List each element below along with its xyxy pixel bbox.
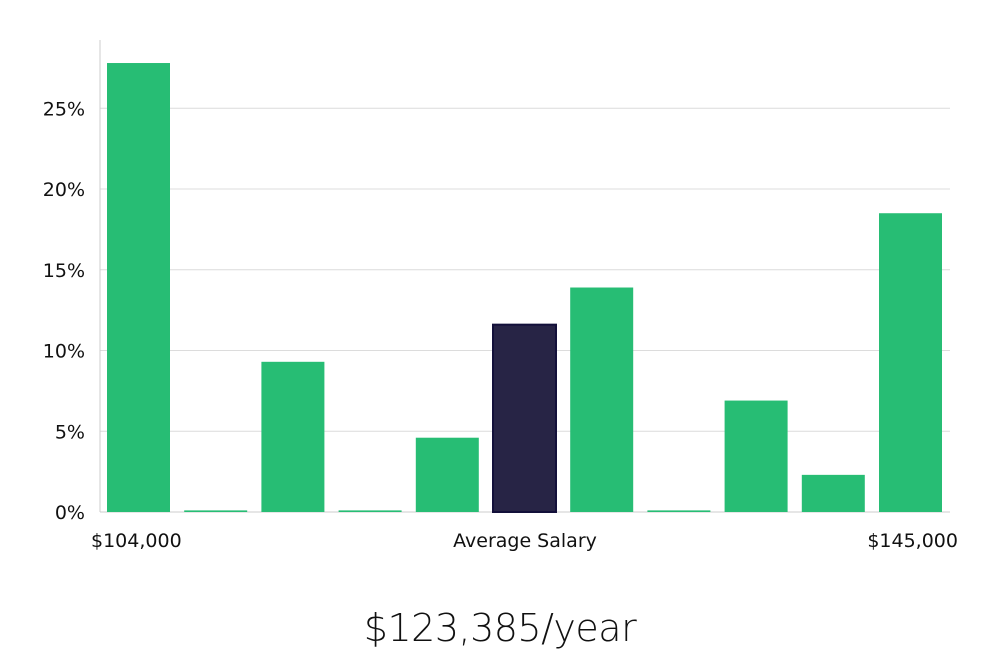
x-max-label: $145,000: [867, 530, 958, 552]
bars: [107, 63, 942, 513]
bar: [570, 287, 634, 512]
y-tick-label: 20%: [43, 179, 85, 201]
salary-distribution-chart: 0% 5% 10% 15% 20% 25% $104,000 Average Salary…: [43, 40, 958, 552]
y-tick-label: 10%: [43, 341, 85, 363]
y-tick-label: 5%: [55, 421, 85, 443]
bar: [338, 510, 402, 512]
gridlines: [100, 107, 950, 432]
bar: [184, 510, 248, 512]
y-tick-label: 0%: [55, 502, 85, 524]
bar: [879, 213, 942, 512]
bar: [724, 400, 788, 512]
bar: [107, 63, 170, 512]
bar: [801, 474, 865, 512]
average-salary-value: $123,385/year: [363, 606, 637, 650]
x-min-label: $104,000: [91, 530, 182, 552]
y-tick-label: 25%: [43, 98, 85, 120]
bar: [261, 361, 325, 512]
bar-average-salary: [492, 323, 557, 513]
bar: [415, 437, 479, 512]
y-axis-ticks: 0% 5% 10% 15% 20% 25%: [43, 98, 85, 524]
bar: [647, 510, 711, 512]
y-tick-label: 15%: [43, 260, 85, 282]
x-axis-label: Average Salary: [453, 530, 597, 552]
